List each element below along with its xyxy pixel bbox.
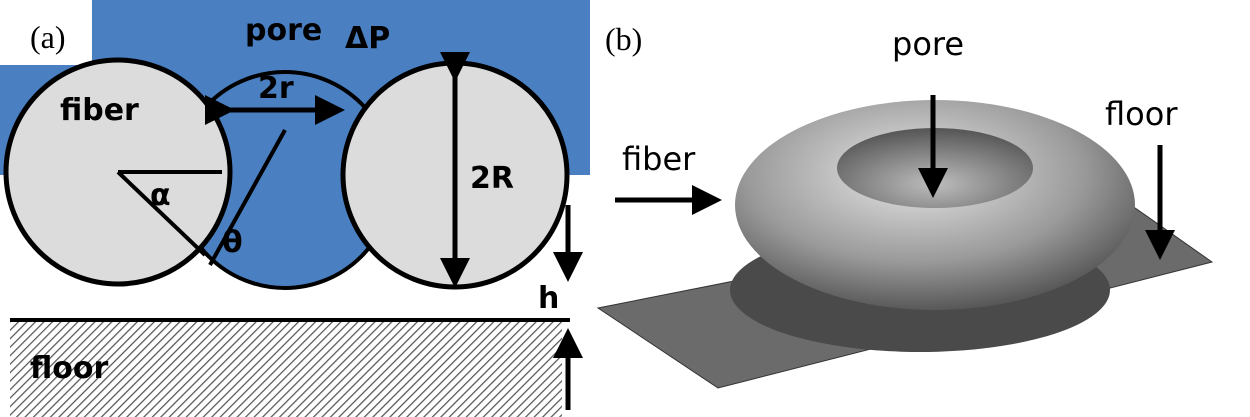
panel-a: (a) pore ΔP 2r fiber 2R α θ h floor: [0, 0, 590, 417]
pore-label: pore: [245, 13, 322, 48]
panel-label: (b): [605, 21, 642, 57]
panel-b: (b) pore fiber floor: [598, 21, 1212, 388]
floor-label: floor: [30, 351, 108, 386]
panel-label: (a): [30, 19, 66, 55]
fiber-label: fiber: [622, 140, 696, 178]
pore-width-label: 2r: [258, 71, 294, 106]
pore-label: pore: [892, 25, 964, 63]
theta-label: θ: [222, 225, 243, 260]
floor-label: floor: [1105, 95, 1178, 133]
fiber-label: fiber: [60, 93, 139, 128]
pressure-label: ΔP: [345, 21, 390, 56]
figure: (a) pore ΔP 2r fiber 2R α θ h floor (b) …: [0, 0, 1250, 417]
alpha-label: α: [150, 178, 171, 213]
gap-label: h: [538, 281, 559, 316]
diameter-label: 2R: [470, 161, 514, 196]
